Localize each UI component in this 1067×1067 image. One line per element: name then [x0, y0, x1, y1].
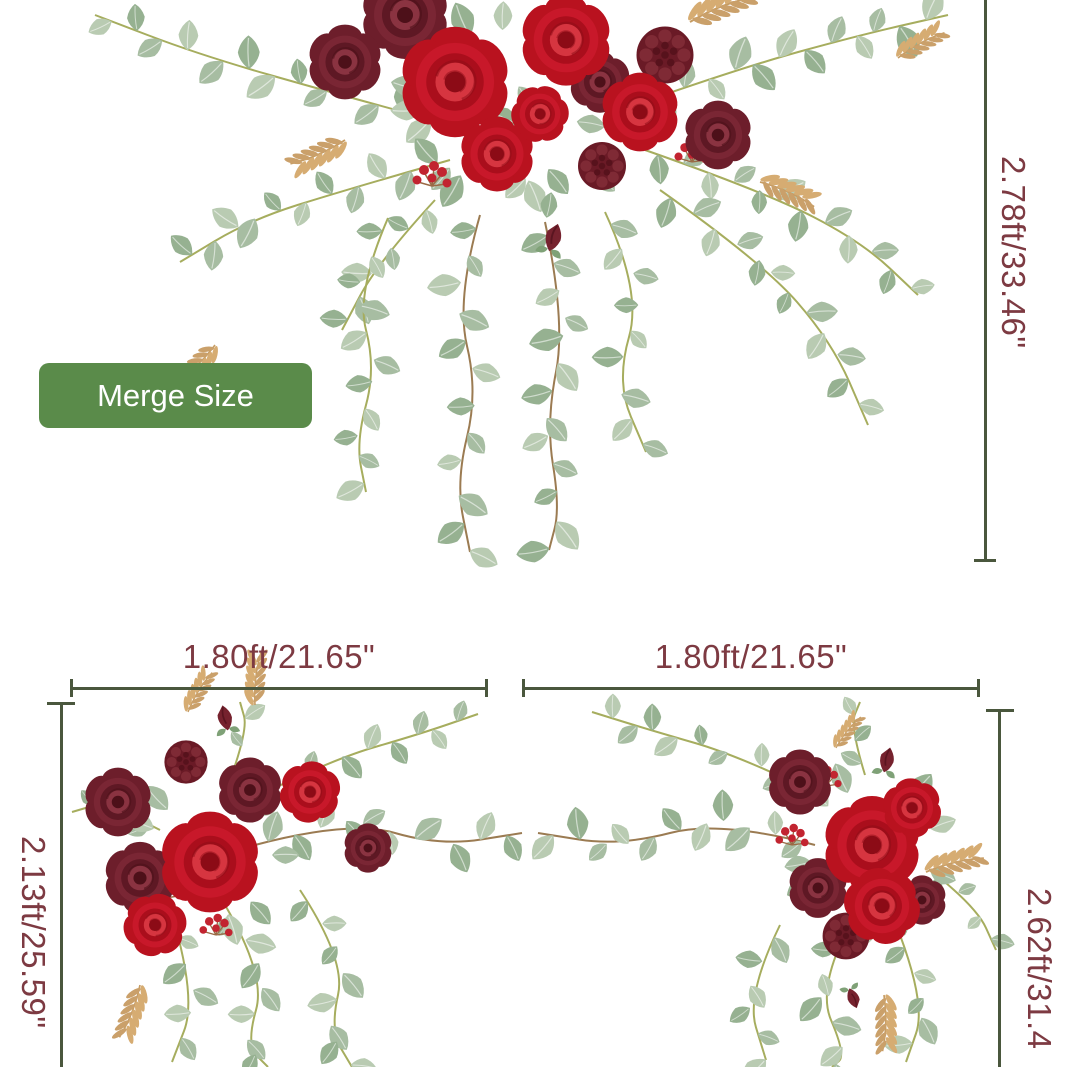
right-width-dimension-tick-start: [522, 679, 525, 697]
left-height-dimension-tick: [47, 702, 75, 705]
right-height-dimension-label: 2.62ft/31.4: [1021, 888, 1058, 1050]
merged-height-dimension-line: [984, 0, 987, 559]
merge-size-button[interactable]: Merge Size: [39, 363, 312, 428]
right-width-dimension-tick-end: [977, 679, 980, 697]
right-width-dimension-line: [522, 687, 980, 690]
merged-height-dimension-label: 2.78ft/33.46": [995, 156, 1032, 349]
right-width-dimension-label: 1.80ft/21.65": [654, 638, 848, 675]
left-width-dimension-line: [70, 687, 488, 690]
left-height-dimension-label: 2.13ft/25.59": [15, 836, 52, 1029]
merged-height-dimension-tick: [974, 559, 996, 562]
left-height-dimension-line: [60, 702, 63, 1067]
left-width-dimension-tick-end: [485, 679, 488, 697]
right-height-dimension-line: [998, 709, 1001, 1067]
bottom-right-floral-piece: [524, 693, 1017, 1067]
left-width-dimension-tick-start: [70, 679, 73, 697]
top-floral-swag: [84, 0, 951, 575]
left-width-dimension-label: 1.80ft/21.65": [182, 638, 376, 675]
bottom-left-floral-piece: [71, 649, 528, 1067]
right-height-dimension-tick: [986, 709, 1014, 712]
